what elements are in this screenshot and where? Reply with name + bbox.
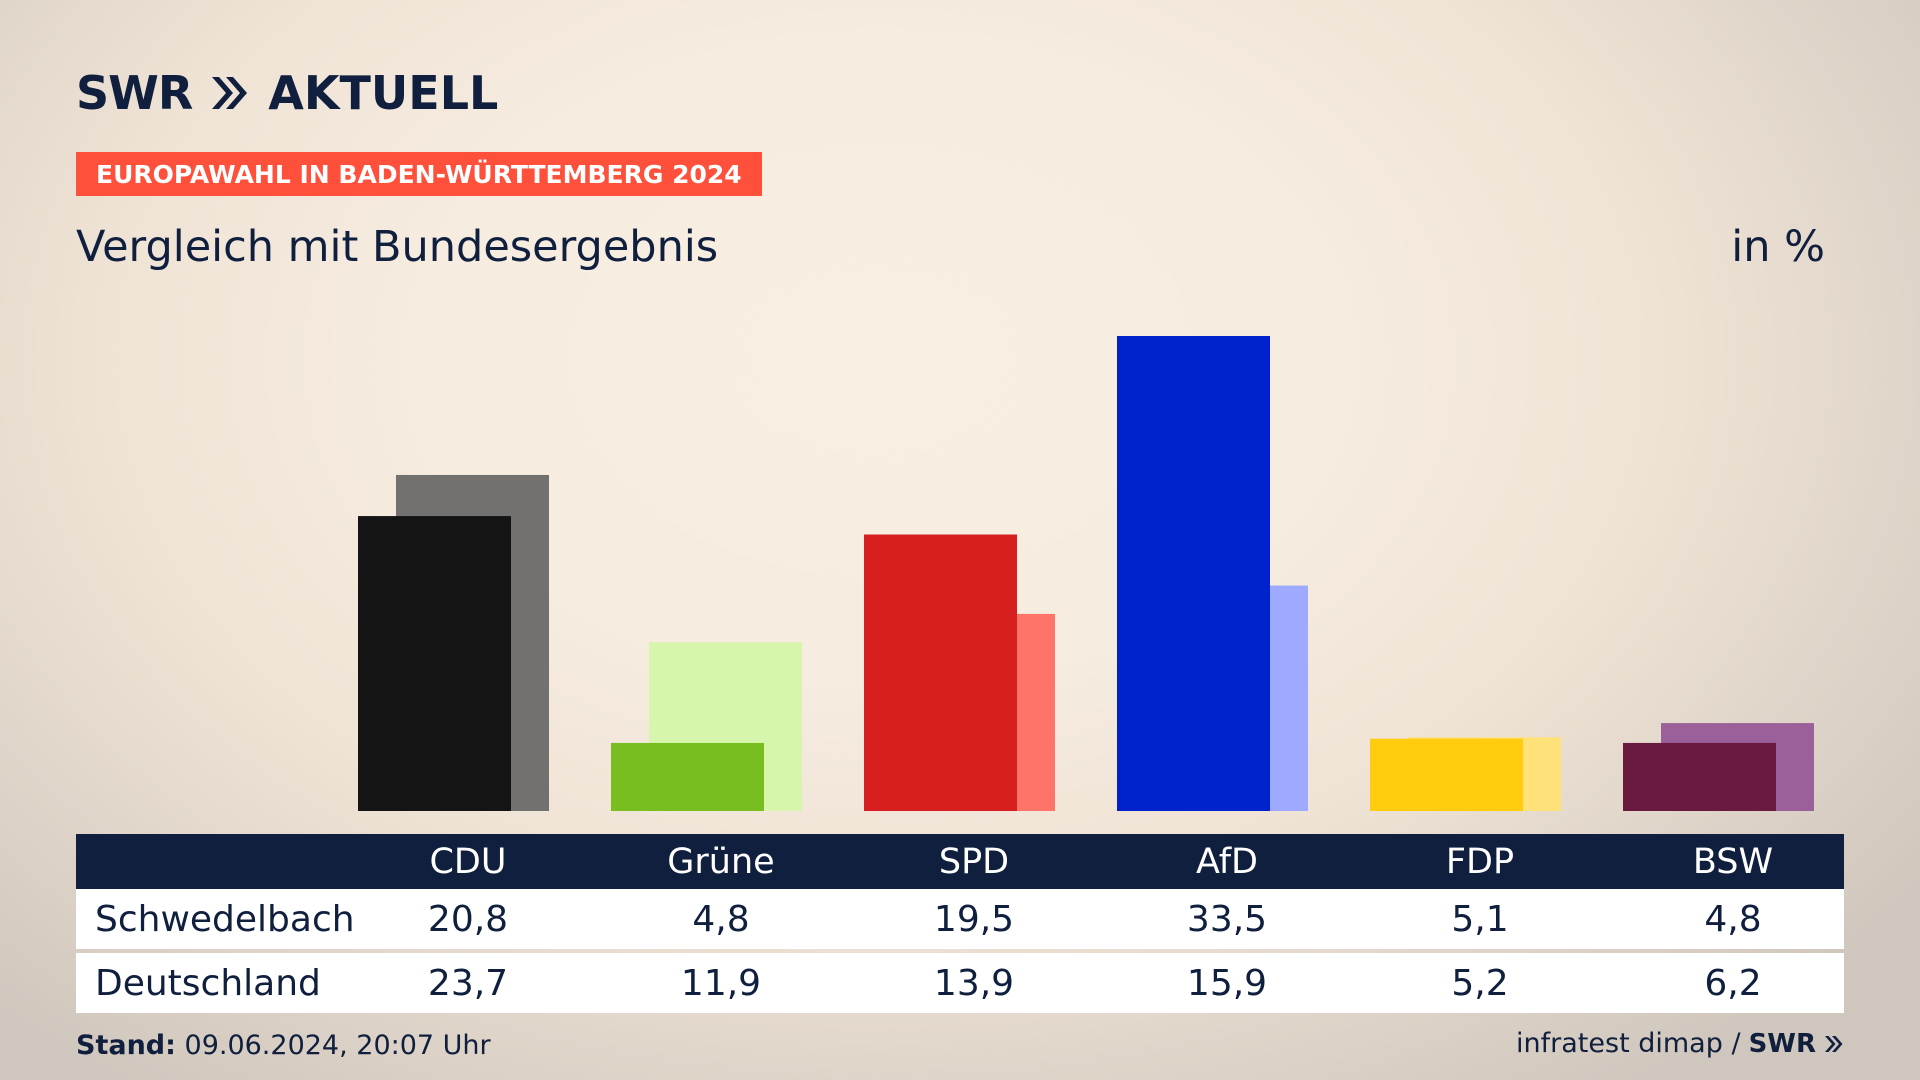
- source-text: infratest dimap /: [1516, 1028, 1741, 1059]
- table-cell: 33,5: [1186, 898, 1268, 940]
- table-cell: 6,2: [1704, 962, 1762, 1004]
- header-spd: SPD: [938, 841, 1010, 882]
- row-label: Schwedelbach: [95, 898, 355, 940]
- table-cell: 20,8: [427, 898, 509, 940]
- table-row: Deutschland 23,7 11,9 13,9 15,9 5,2 6,2: [76, 953, 1844, 1013]
- double-chevron-right-icon: [212, 77, 248, 109]
- results-table: CDU Grüne SPD AfD FDP BSW Schwedelbach 2…: [76, 834, 1844, 1013]
- table-cell: 11,9: [680, 962, 762, 1004]
- chart-subtitle: Vergleich mit Bundesergebnis: [76, 222, 719, 272]
- table-cell: 5,2: [1451, 962, 1509, 1004]
- header-cdu: CDU: [429, 841, 507, 882]
- stand-value: 09.06.2024, 20:07 Uhr: [184, 1030, 491, 1061]
- swr-aktuell-logo: SWR AKTUELL: [76, 66, 499, 120]
- bar-schwedelbach-5: [1623, 742, 1776, 811]
- table-cell: 19,5: [933, 898, 1015, 940]
- row-label: Deutschland: [95, 962, 321, 1004]
- logo-product: AKTUELL: [268, 66, 499, 120]
- header-afd: AfD: [1196, 841, 1258, 882]
- bar-schwedelbach-4: [1370, 738, 1523, 811]
- table-row: Schwedelbach 20,8 4,8 19,5 33,5 5,1 4,8: [76, 889, 1844, 949]
- source-credit: infratest dimap / SWR: [1516, 1028, 1844, 1059]
- source-brand: SWR: [1748, 1028, 1816, 1059]
- bar-schwedelbach-0: [358, 516, 511, 811]
- table-cell: 4,8: [1704, 898, 1762, 940]
- header-gruene: Grüne: [667, 841, 775, 882]
- bar-schwedelbach-1: [611, 742, 764, 811]
- stand-label: Stand:: [76, 1030, 176, 1061]
- bar-chart: [358, 336, 1814, 811]
- table-header-row: CDU Grüne SPD AfD FDP BSW: [76, 834, 1844, 889]
- table-cell: 23,7: [427, 962, 509, 1004]
- double-chevron-right-icon: [1825, 1035, 1843, 1052]
- timestamp: Stand: 09.06.2024, 20:07 Uhr: [76, 1030, 491, 1061]
- unit-label: in %: [1731, 222, 1825, 272]
- election-badge: EUROPAWAHL IN BADEN-WÜRTTEMBERG 2024: [76, 152, 762, 196]
- table-cell: 15,9: [1186, 962, 1268, 1004]
- bar-schwedelbach-2: [864, 534, 1017, 811]
- header-fdp: FDP: [1445, 841, 1515, 882]
- logo-brand: SWR: [76, 66, 193, 120]
- header-bsw: BSW: [1692, 841, 1774, 882]
- table-cell: 5,1: [1451, 898, 1509, 940]
- bar-schwedelbach-3: [1117, 336, 1270, 811]
- table-cell: 13,9: [933, 962, 1015, 1004]
- table-cell: 4,8: [692, 898, 750, 940]
